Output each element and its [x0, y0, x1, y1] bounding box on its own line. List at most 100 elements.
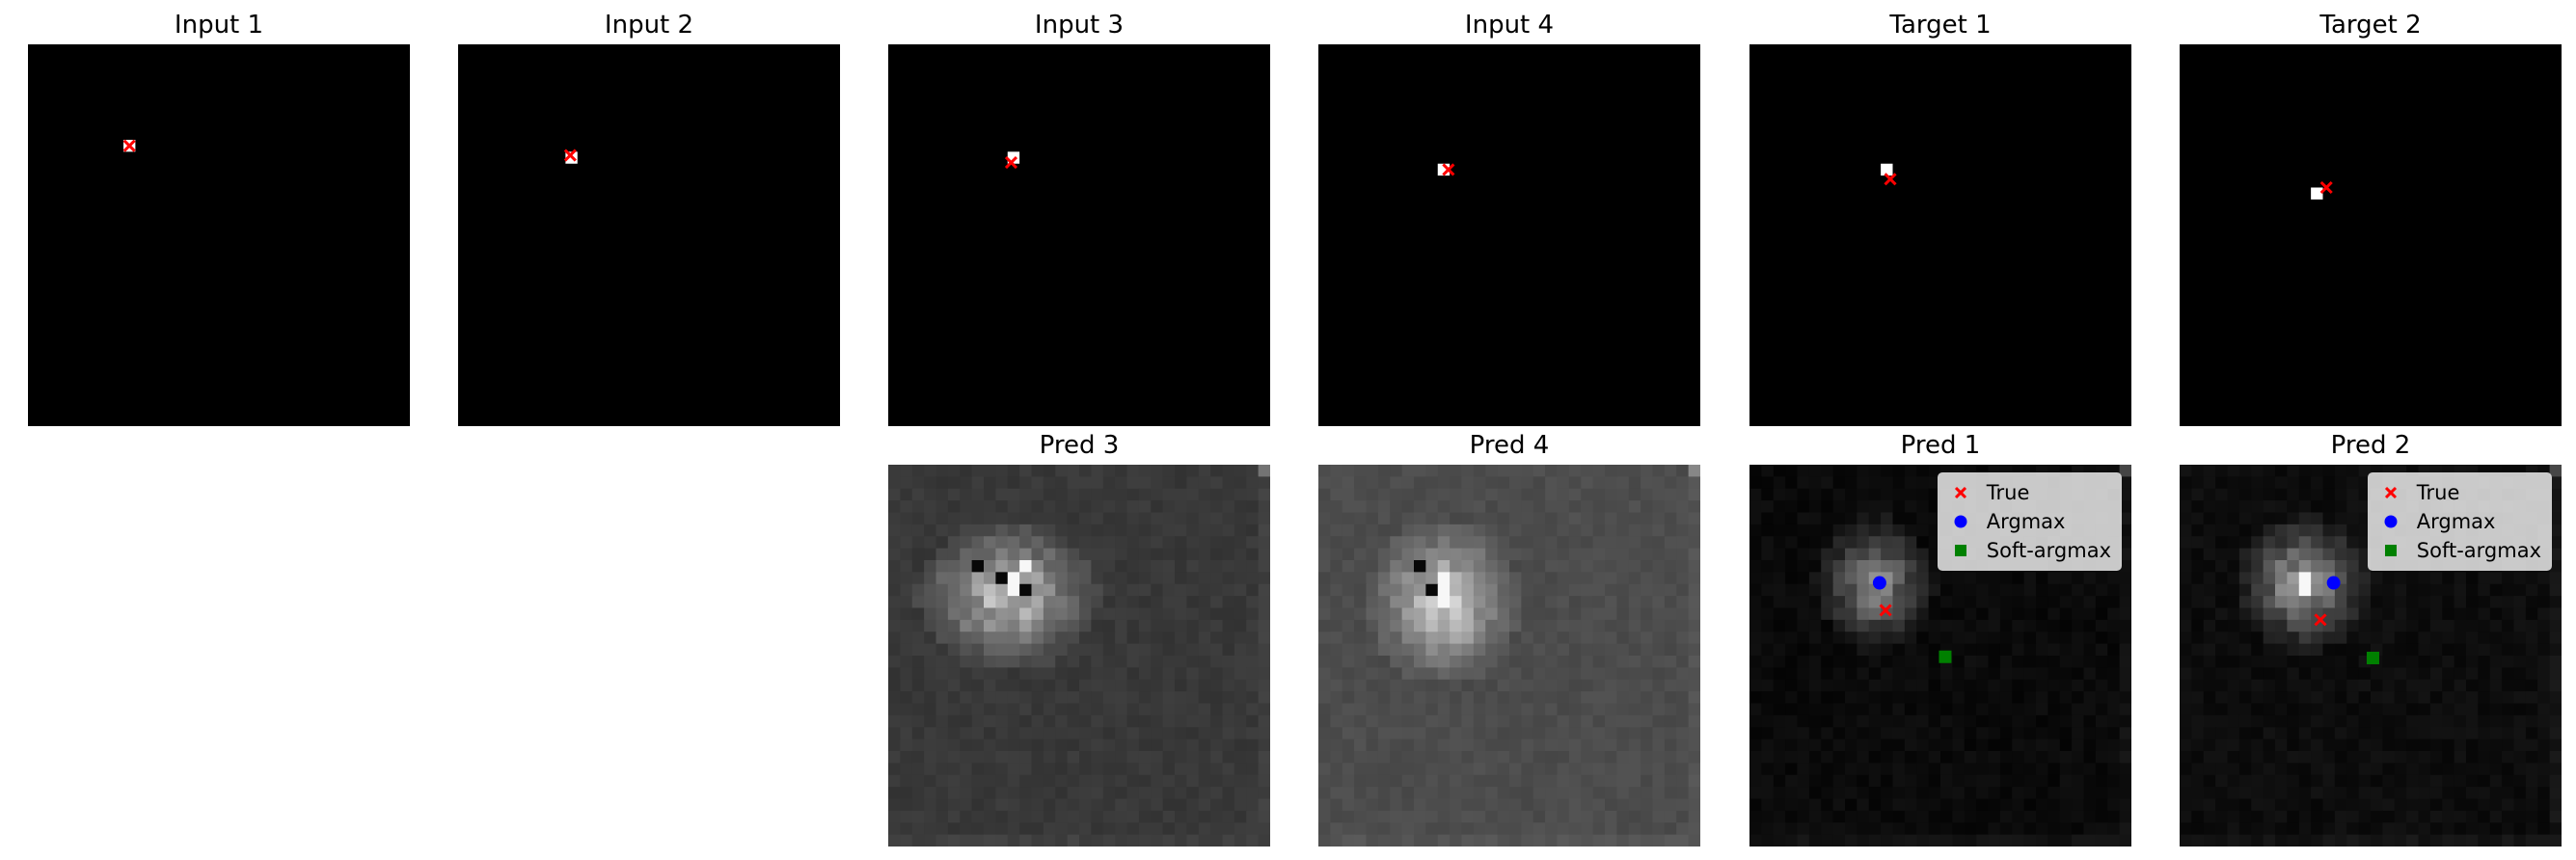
heatmap-cell	[2406, 714, 2420, 728]
heatmap-cell	[1999, 667, 2013, 681]
heatmap-cell	[1545, 524, 1559, 537]
heatmap-cell	[1797, 596, 1810, 609]
heatmap-cell	[1999, 619, 2013, 632]
heatmap-cell	[1318, 679, 1331, 692]
heatmap-cell	[888, 667, 901, 681]
heatmap-cell	[1749, 751, 1762, 764]
heatmap-cell	[1461, 656, 1475, 668]
heatmap-cell	[1102, 500, 1116, 514]
heatmap-cell	[1605, 465, 1617, 477]
heatmap-cell	[1797, 787, 1810, 800]
heatmap-cell	[1342, 691, 1355, 705]
heatmap-cell	[2238, 810, 2252, 823]
heatmap-cell	[911, 512, 925, 525]
heatmap-cell	[2442, 763, 2455, 776]
heatmap-cell	[1940, 787, 1953, 800]
heatmap-cell	[911, 656, 925, 668]
heatmap-cell	[2549, 488, 2562, 501]
heatmap-cell	[900, 488, 913, 501]
heatmap-cell	[2180, 607, 2192, 621]
heatmap-cell	[2406, 703, 2420, 716]
heatmap-cell	[1761, 834, 1775, 847]
heatmap-cell	[2036, 703, 2048, 716]
heatmap-cell	[1461, 703, 1475, 716]
heatmap-cell	[2191, 787, 2205, 800]
heatmap-cell	[1581, 560, 1594, 573]
heatmap-cell	[1485, 536, 1499, 550]
heatmap-cell	[1845, 656, 1857, 668]
heatmap-cell	[2107, 632, 2121, 645]
heatmap-cell	[2502, 572, 2515, 585]
heatmap-cell	[1473, 763, 1486, 776]
heatmap-cell	[1390, 465, 1403, 477]
heatmap-cell	[1616, 727, 1630, 740]
heatmap-cell	[2263, 798, 2276, 812]
heatmap-cell	[2275, 643, 2288, 657]
heatmap-cell	[1186, 488, 1200, 501]
heatmap-cell	[1628, 714, 1641, 728]
heatmap-cell	[2334, 500, 2347, 514]
heatmap-cell	[2012, 739, 2025, 752]
heatmap-cell	[1175, 465, 1187, 477]
heatmap-cell	[1210, 643, 1224, 657]
heatmap-cell	[1007, 727, 1020, 740]
heatmap-cell	[1126, 524, 1140, 537]
heatmap-cell	[900, 607, 913, 621]
heatmap-cell	[2275, 834, 2288, 847]
heatmap-cell	[1881, 763, 1894, 776]
heatmap-cell	[1832, 596, 1846, 609]
heatmap-cell	[1892, 822, 1906, 836]
heatmap-cell	[1222, 536, 1235, 550]
heatmap-cell	[1497, 572, 1510, 585]
heatmap-cell	[2502, 787, 2515, 800]
heatmap-cell	[2382, 583, 2396, 597]
heatmap-cell	[1390, 583, 1403, 597]
heatmap-cell	[995, 751, 1009, 764]
heatmap-cell	[1115, 500, 1128, 514]
heatmap-cell	[2238, 572, 2252, 585]
heatmap-cell	[2180, 512, 2192, 525]
heatmap-cell	[2119, 465, 2131, 477]
heatmap-cell	[1592, 822, 1606, 836]
heatmap-cell	[1628, 572, 1641, 585]
heatmap-cell	[2203, 560, 2216, 573]
heatmap-cell	[1330, 607, 1343, 621]
heatmap-cell	[1354, 739, 1368, 752]
heatmap-cell	[1234, 560, 1247, 573]
heatmap-cell	[1616, 548, 1630, 561]
heatmap-cell	[2227, 798, 2240, 812]
heatmap-cell	[1210, 548, 1224, 561]
heatmap-cell	[1821, 607, 1834, 621]
heatmap-cell	[1102, 714, 1116, 728]
heatmap-cell	[1568, 572, 1582, 585]
heatmap-cell	[1928, 583, 1941, 597]
heatmap-cell	[1007, 500, 1020, 514]
heatmap-cell	[1450, 774, 1463, 788]
heatmap-cell	[1450, 619, 1463, 632]
heatmap-cell	[1450, 512, 1463, 525]
heatmap-cell	[1773, 524, 1786, 537]
heatmap-cell	[2346, 739, 2360, 752]
heatmap-cell	[2334, 643, 2347, 657]
heatmap-cell	[1881, 822, 1894, 836]
heatmap-cell	[995, 834, 1009, 847]
heatmap-cell	[924, 703, 937, 716]
heatmap-cell	[2489, 798, 2503, 812]
heatmap-cell	[1091, 560, 1104, 573]
heatmap-cell	[1976, 727, 1990, 740]
heatmap-cell	[1354, 512, 1368, 525]
heatmap-cell	[1450, 548, 1463, 561]
heatmap-cell	[911, 536, 925, 550]
heatmap-cell	[1019, 488, 1033, 501]
heatmap-cell	[2203, 548, 2216, 561]
heatmap-cell	[1055, 632, 1069, 645]
heatmap-cell	[2251, 596, 2264, 609]
heatmap-cell	[1821, 727, 1834, 740]
heatmap-cell	[2311, 656, 2324, 668]
heatmap-cell	[1592, 512, 1606, 525]
heatmap-cell	[1091, 774, 1104, 788]
heatmap-cell	[2215, 667, 2229, 681]
heatmap-cell	[2429, 822, 2443, 836]
heatmap-cell	[1605, 667, 1617, 681]
heatmap-cell	[1437, 810, 1451, 823]
